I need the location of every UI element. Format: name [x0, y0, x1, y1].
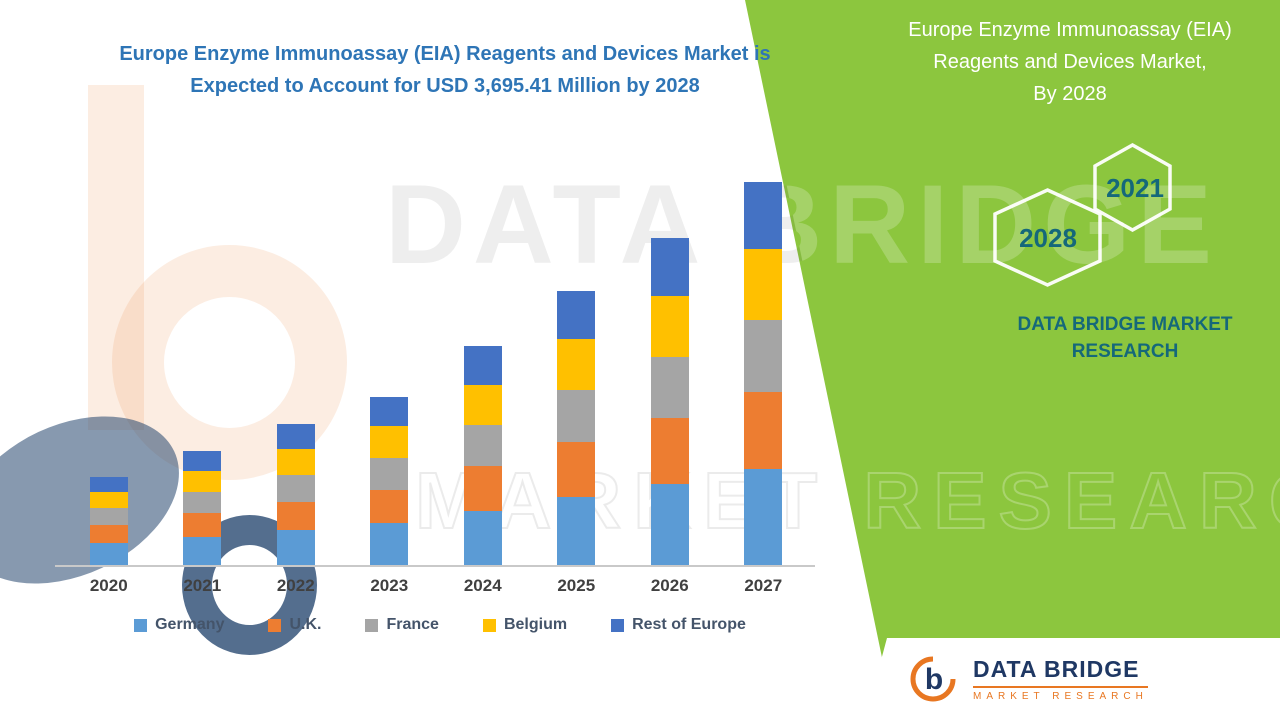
- legend-swatch: [482, 618, 496, 632]
- bar-segment-u-k-: [557, 442, 596, 497]
- legend-item-u-k-: U.K.: [268, 616, 321, 634]
- bar-segment-belgium: [183, 471, 222, 492]
- bar-segment-u-k-: [744, 392, 783, 469]
- x-axis-label-2023: 2023: [370, 576, 409, 595]
- bar-segment-germany: [370, 523, 409, 565]
- bar-segment-germany: [276, 530, 315, 565]
- hexagon-year-badges: 2021 2028: [985, 135, 1200, 305]
- bar-segment-germany: [463, 510, 502, 565]
- bar-segment-belgium: [744, 249, 783, 321]
- bar-segment-france: [557, 390, 596, 442]
- hexagon-front: [993, 188, 1102, 287]
- bar-segment-france: [276, 475, 315, 502]
- bar-segment-germany: [557, 496, 596, 565]
- bar-segment-belgium: [276, 449, 315, 476]
- bar-segment-rest-of-europe: [744, 182, 783, 250]
- legend-label: Belgium: [503, 616, 568, 633]
- bar-2022: [276, 423, 315, 565]
- bar-segment-germany: [650, 483, 689, 565]
- bar-segment-belgium: [463, 384, 502, 426]
- legend-label: U.K.: [289, 616, 322, 633]
- bar-segment-france: [650, 356, 689, 419]
- logo-glyph-letter: b: [925, 663, 943, 696]
- bar-segment-rest-of-europe: [370, 396, 409, 427]
- bar-segment-belgium: [650, 295, 689, 357]
- footer-brand-name: DATA BRIDGE: [973, 656, 1140, 682]
- legend-swatch: [268, 618, 282, 632]
- legend-swatch: [365, 618, 379, 632]
- bar-segment-belgium: [557, 339, 596, 391]
- bar-segment-rest-of-europe: [650, 237, 689, 296]
- hexagon-year-front: 2028: [1019, 223, 1077, 253]
- x-axis-label-2027: 2027: [744, 576, 783, 595]
- bar-segment-u-k-: [650, 418, 689, 484]
- bar-segment-france: [183, 491, 222, 514]
- hexagon-graphic: 2021 2028: [993, 142, 1172, 287]
- legend-item-belgium: Belgium: [482, 616, 568, 634]
- legend-label: Germany: [155, 616, 225, 633]
- legend-item-rest-of-europe: Rest of Europe: [611, 616, 746, 634]
- legend-label: France: [386, 616, 439, 633]
- data-bridge-logo-icon: b: [910, 656, 956, 702]
- bar-2026: [650, 237, 689, 565]
- bar-2020: [89, 476, 128, 565]
- hexagon-year-back: 2021: [1106, 173, 1164, 203]
- bar-segment-u-k-: [89, 524, 128, 543]
- bar-segment-france: [463, 425, 502, 467]
- bar-segment-germany: [744, 468, 783, 565]
- bar-2027: [744, 182, 783, 565]
- bar-segment-france: [744, 320, 783, 393]
- bar-segment-belgium: [89, 491, 128, 509]
- legend-label: Rest of Europe: [632, 616, 746, 633]
- bar-segment-u-k-: [370, 489, 409, 524]
- legend-item-germany: Germany: [134, 616, 224, 634]
- bar-2025: [557, 291, 596, 565]
- x-axis-label-2021: 2021: [183, 576, 222, 595]
- bar-segment-france: [370, 457, 409, 490]
- bar-segment-rest-of-europe: [463, 345, 502, 385]
- bar-segment-u-k-: [183, 513, 222, 537]
- side-panel-brand: DATA BRIDGE MARKET RESEARCH: [1017, 314, 1233, 362]
- bar-segment-germany: [183, 536, 222, 565]
- x-axis-label-2024: 2024: [463, 576, 502, 595]
- bar-segment-belgium: [370, 426, 409, 458]
- bar-2021: [183, 451, 222, 565]
- bar-segment-rest-of-europe: [89, 476, 128, 492]
- hexagon-back: [1093, 142, 1172, 233]
- footer-logo: b DATA BRIDGE MARKET RESEARCH: [865, 638, 1280, 720]
- x-axis-label-2025: 2025: [557, 576, 596, 595]
- x-axis-label-2022: 2022: [276, 576, 315, 595]
- bar-segment-u-k-: [463, 466, 502, 511]
- footer-logo-text: DATA BRIDGE MARKET RESEARCH: [973, 656, 1148, 702]
- x-axis-line: [55, 565, 815, 567]
- legend-swatch: [134, 618, 148, 632]
- chart-legend: Germany U.K. France Belgium Rest of Europe: [70, 616, 810, 634]
- page-title: Europe Enzyme Immunoassay (EIA) Reagents…: [119, 43, 771, 97]
- x-axis-labels: 2020 2021 2022 2023 2024 2025 2026 2027: [62, 576, 810, 596]
- bar-2024: [463, 345, 502, 565]
- footer-brand-subtitle: MARKET RESEARCH: [973, 691, 1148, 702]
- legend-item-france: France: [365, 616, 439, 634]
- footer-brand-divider: [973, 686, 1148, 688]
- bar-segment-germany: [89, 542, 128, 565]
- x-axis-label-2020: 2020: [89, 576, 128, 595]
- bar-chart: [62, 172, 810, 565]
- bar-segment-rest-of-europe: [276, 423, 315, 450]
- bar-segment-rest-of-europe: [183, 451, 222, 472]
- logo-orange-arc: [910, 656, 956, 702]
- bar-2023: [370, 396, 409, 565]
- legend-swatch: [611, 618, 625, 632]
- bar-segment-u-k-: [276, 501, 315, 531]
- bar-segment-france: [89, 508, 128, 525]
- side-panel-title: Europe Enzyme Immunoassay (EIA) Reagents…: [908, 19, 1232, 105]
- x-axis-label-2026: 2026: [650, 576, 689, 595]
- bar-segment-rest-of-europe: [557, 291, 596, 340]
